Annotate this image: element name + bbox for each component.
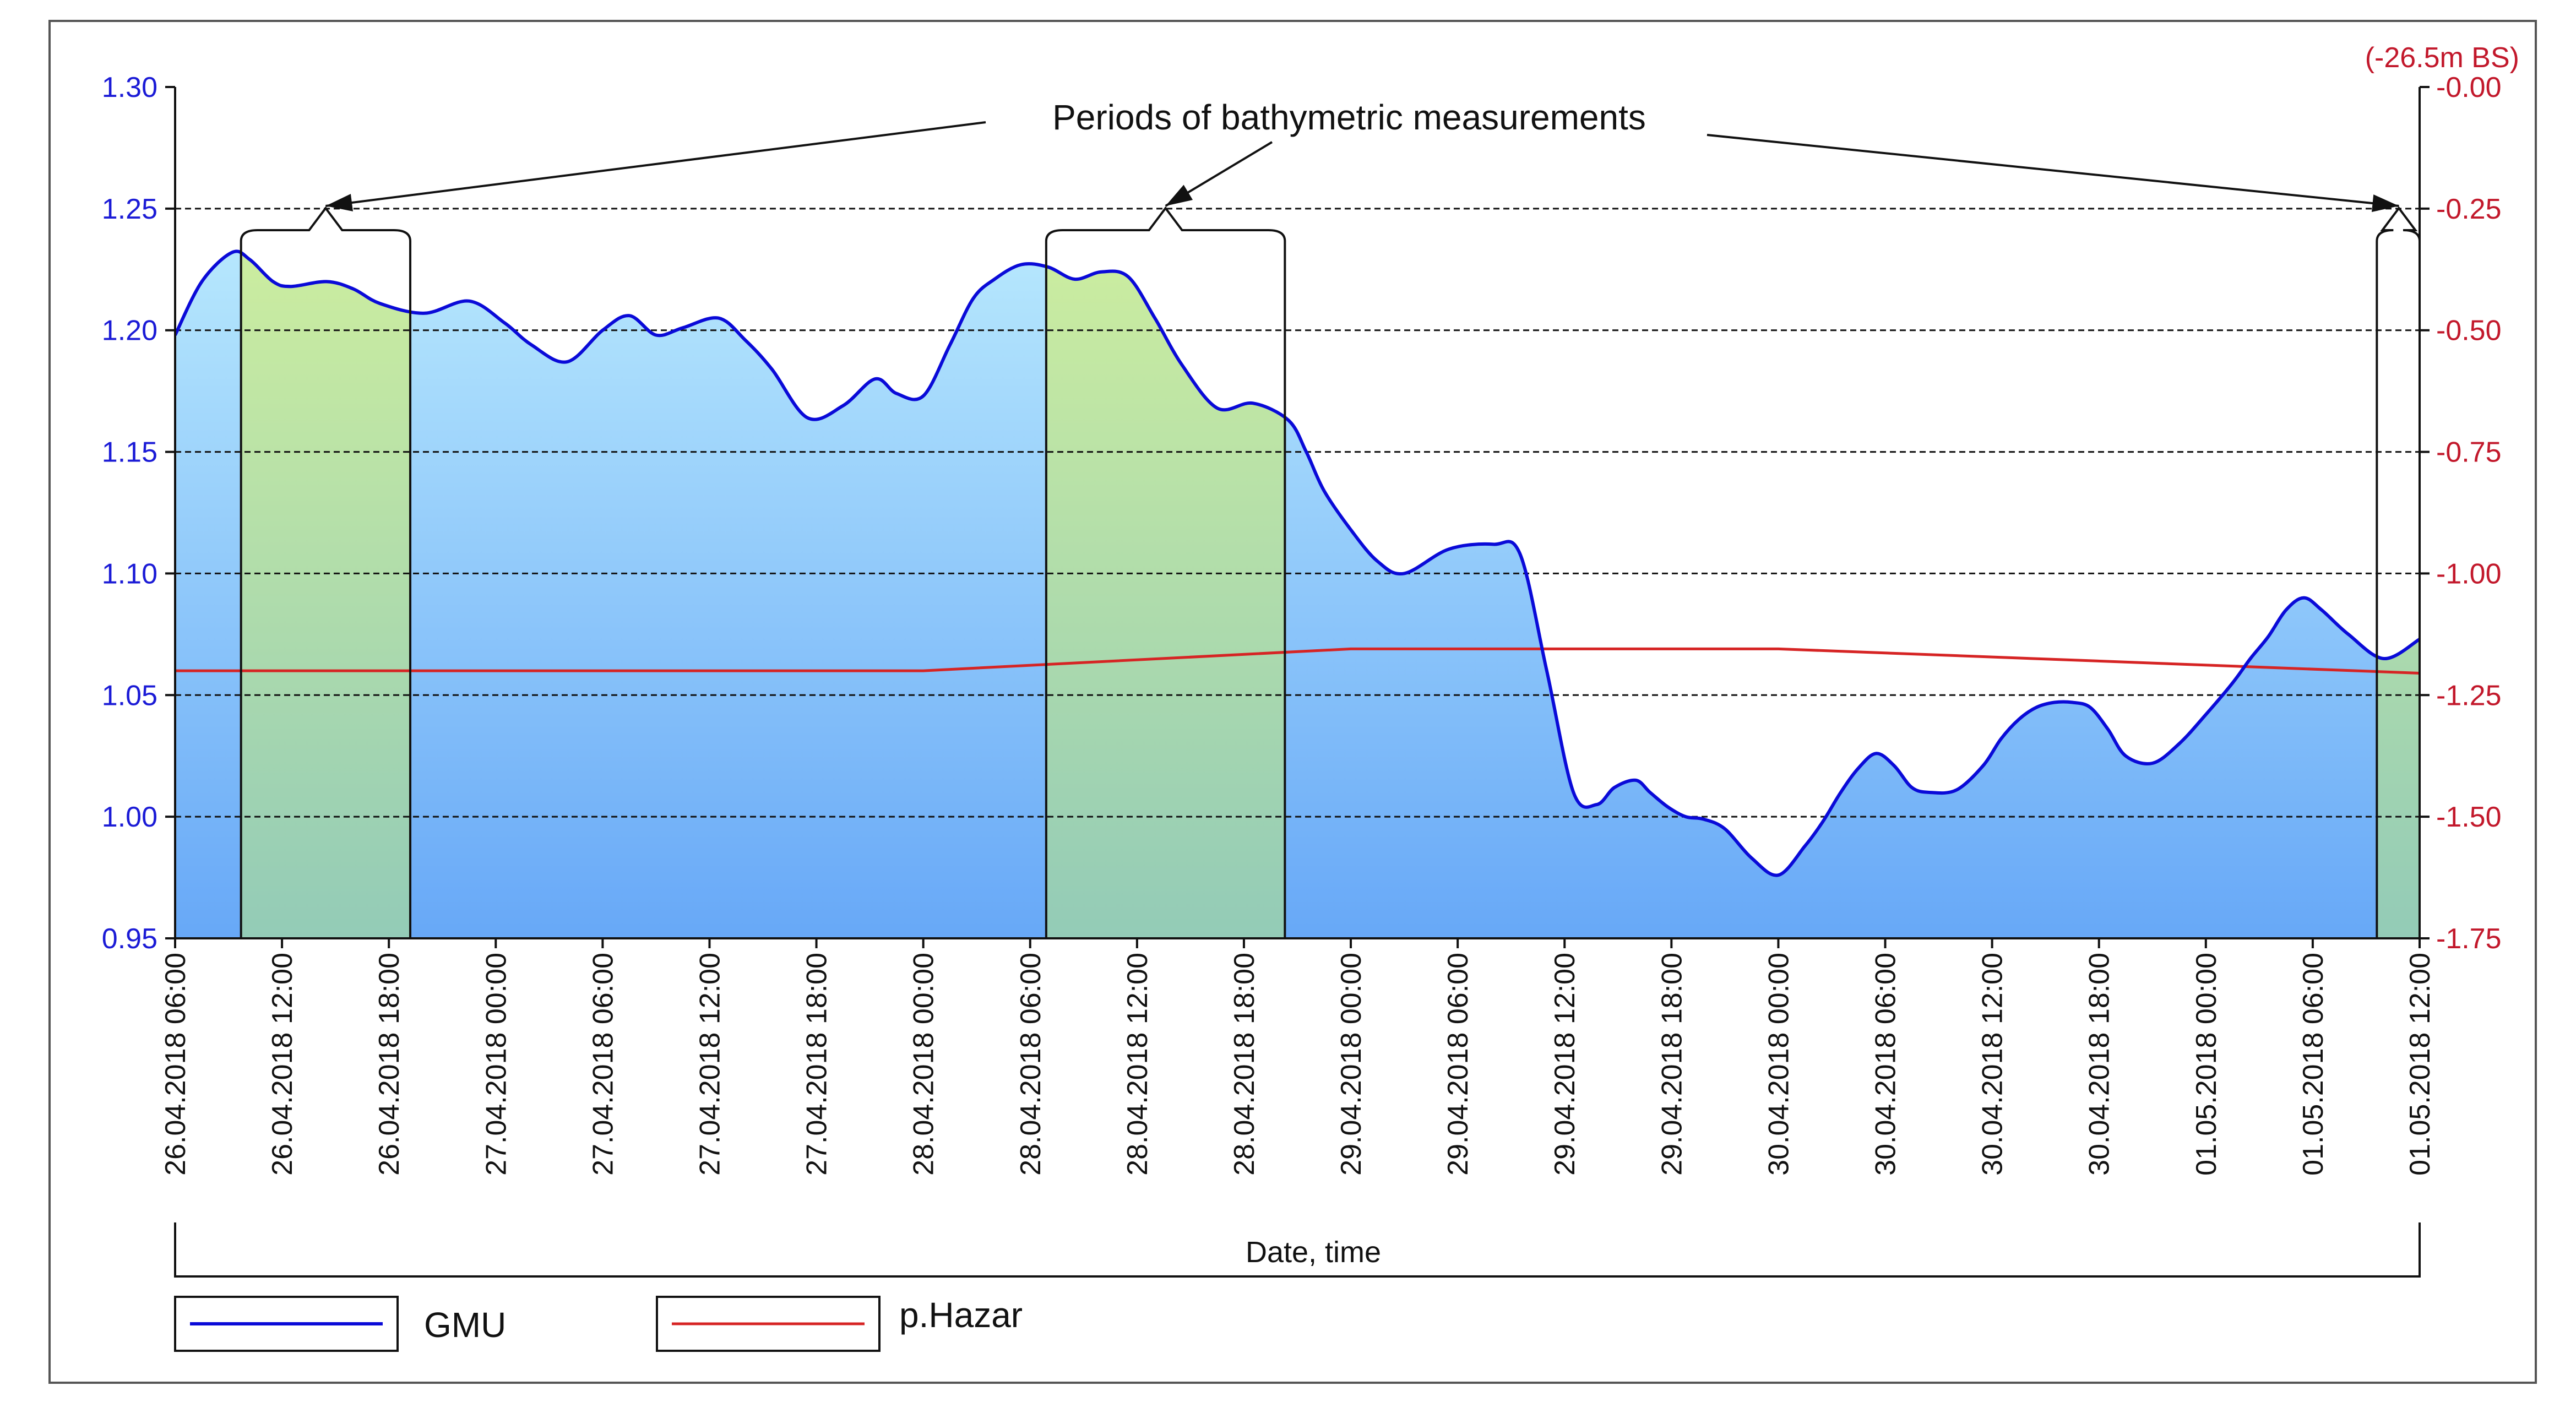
x-tick-label: 28.04.2018 06:00 [1015, 953, 1047, 1176]
x-tick-label: 01.05.2018 00:00 [2191, 953, 2222, 1176]
left-tick-label: 1.00 [102, 801, 157, 833]
x-tick-label: 28.04.2018 12:00 [1122, 953, 1154, 1176]
chart-frame [48, 20, 2537, 1384]
annotation-arrowhead [325, 194, 353, 211]
x-tick-label: 27.04.2018 12:00 [694, 953, 726, 1176]
annotation-arrows [325, 121, 2399, 213]
x-tick-label: 26.04.2018 12:00 [267, 953, 298, 1176]
left-tick-label: 1.30 [102, 72, 157, 104]
gridlines [175, 208, 2420, 818]
left-tick-label: 1.10 [102, 558, 157, 590]
x-tick-label: 30.04.2018 12:00 [1977, 953, 2009, 1176]
measurement-period-fill [241, 251, 411, 938]
right-tick-label: -0.50 [2436, 315, 2502, 347]
x-label-bracket [174, 1222, 2421, 1278]
series-line-gmu [175, 249, 2420, 877]
measurement-period-fill [1046, 251, 1285, 938]
period-brace [1045, 206, 1286, 242]
x-tick-label: 27.04.2018 06:00 [587, 953, 619, 1176]
x-tick-label: 29.04.2018 12:00 [1549, 953, 1581, 1176]
right-axis-ticks: -0.00 -0.25 -0.50 -0.75 -1.00 -1.25 -1.50 -1.75 [2420, 72, 2502, 955]
x-tick-label: 28.04.2018 00:00 [908, 953, 940, 1176]
period-brace [240, 206, 412, 242]
right-tick-label: -0.75 [2436, 437, 2502, 469]
left-axis-ticks: 1.30 1.25 1.20 1.15 1.10 1.05 1.00 0.95 [102, 72, 175, 955]
annotation-arrow [325, 121, 986, 207]
x-tick-label: 26.04.2018 18:00 [373, 953, 405, 1176]
left-tick-label: 1.25 [102, 193, 157, 225]
x-tick-label: 30.04.2018 00:00 [1763, 953, 1795, 1176]
measurement-period-band [2377, 251, 2420, 938]
measurement-period-band [1046, 251, 1285, 938]
series-line-p-hazar [175, 647, 2420, 675]
right-tick-label: -1.00 [2436, 558, 2502, 590]
annotation-arrowhead [1165, 184, 1193, 206]
left-tick-label: 1.20 [102, 315, 157, 347]
legend-label-hazar: p.Hazar [899, 1295, 1023, 1335]
right-tick-label: -0.25 [2436, 193, 2502, 225]
legend-label-gmu: GMU [424, 1305, 506, 1345]
right-tick-label: -1.75 [2436, 923, 2502, 955]
left-tick-label: 1.15 [102, 437, 157, 469]
x-tick-label: 27.04.2018 00:00 [480, 953, 512, 1176]
x-tick-label: 29.04.2018 06:00 [1442, 953, 1474, 1176]
x-tick-label: 27.04.2018 18:00 [801, 953, 833, 1176]
x-tick-label: 30.04.2018 06:00 [1870, 953, 1902, 1176]
x-tick-label: 01.05.2018 12:00 [2404, 953, 2436, 1176]
x-tick-label: 28.04.2018 18:00 [1229, 953, 1260, 1176]
measurement-period-fill [2377, 251, 2420, 938]
left-tick-label: 1.05 [102, 680, 157, 711]
right-tick-label: -1.25 [2436, 680, 2502, 711]
x-axis-ticks: 26.04.2018 06:00 26.04.2018 12:00 26.04.20… [160, 938, 2436, 1176]
right-tick-label: -0.00 [2436, 72, 2502, 104]
measurement-period-band [241, 251, 411, 938]
x-tick-label: 01.05.2018 06:00 [2297, 953, 2329, 1176]
x-axis-label: Date, time [1246, 1236, 1381, 1269]
gmu-area-fill [175, 251, 2420, 938]
annotation-text: Periods of bathymetric measurements [1052, 97, 1646, 137]
x-tick-label: 29.04.2018 00:00 [1335, 953, 1367, 1176]
x-tick-label: 30.04.2018 18:00 [2084, 953, 2116, 1176]
period-brace [2376, 206, 2421, 242]
annotation-arrow [1707, 134, 2399, 207]
left-tick-label: 0.95 [102, 923, 157, 955]
right-axis-unit-label: (-26.5m BS) [2365, 42, 2519, 74]
x-tick-label: 26.04.2018 06:00 [160, 953, 192, 1176]
plot-area [175, 208, 2420, 938]
x-tick-label: 29.04.2018 18:00 [1656, 953, 1688, 1176]
annotation-arrowhead [2371, 194, 2399, 213]
right-tick-label: -1.50 [2436, 801, 2502, 833]
